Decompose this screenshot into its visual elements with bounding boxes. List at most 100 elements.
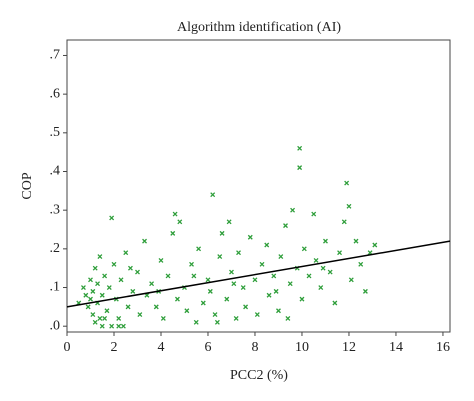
data-point [106, 285, 112, 290]
plot-frame [66, 39, 451, 333]
data-point [127, 265, 133, 271]
data-point [243, 304, 249, 310]
x-tick-label: 12 [342, 340, 356, 355]
data-point [341, 219, 347, 225]
data-point [83, 292, 89, 298]
data-point [285, 316, 291, 321]
data-point [348, 277, 354, 283]
x-axis-label: PCC2 (%) [230, 368, 288, 383]
y-tick-label: .3 [50, 202, 61, 217]
data-point [80, 285, 86, 290]
data-point [158, 257, 164, 263]
data-point [95, 281, 101, 287]
data-point [353, 238, 359, 244]
data-point [214, 319, 220, 325]
x-tick-label: 4 [157, 340, 164, 355]
x-tick-label: 6 [204, 340, 211, 355]
data-point [226, 219, 232, 225]
data-point [271, 273, 277, 279]
data-point [252, 277, 258, 283]
data-point [109, 323, 115, 329]
data-point [102, 316, 108, 321]
data-point [346, 203, 352, 209]
data-point [323, 238, 328, 244]
data-point [299, 296, 305, 302]
data-point [278, 254, 284, 260]
data-point [301, 246, 307, 252]
data-point [88, 296, 93, 302]
data-point [177, 219, 183, 225]
data-point [259, 261, 265, 267]
data-point [99, 292, 105, 298]
data-point [297, 145, 303, 151]
data-point [264, 242, 270, 248]
data-point [99, 323, 105, 329]
data-point [266, 292, 272, 298]
data-point [344, 180, 350, 186]
data-point [327, 269, 333, 275]
data-point [196, 246, 202, 252]
data-point [306, 273, 312, 279]
data-point [283, 223, 288, 229]
data-point [297, 165, 303, 171]
data-point [273, 288, 279, 294]
data-point [123, 250, 129, 256]
data-point [85, 304, 91, 310]
data-point [320, 265, 326, 271]
data-point [193, 319, 199, 325]
data-point [174, 296, 180, 302]
data-point [111, 261, 117, 267]
x-tick-label: 16 [436, 340, 450, 355]
data-point [125, 304, 131, 310]
data-point [92, 265, 98, 271]
data-point [372, 242, 378, 248]
data-point [137, 312, 143, 318]
data-point [207, 288, 213, 294]
y-tick-label: .5 [50, 125, 61, 140]
data-point [104, 308, 110, 314]
x-tick-label: 10 [295, 340, 309, 355]
chart-title: Algorithm identification (AI) [177, 20, 341, 35]
data-point [130, 288, 136, 294]
data-point [189, 261, 194, 267]
data-point [102, 273, 108, 279]
data-point [118, 277, 124, 283]
data-point [210, 192, 216, 198]
data-point [318, 285, 324, 290]
data-point [116, 323, 122, 329]
data-point [290, 207, 296, 213]
data-point [205, 277, 211, 283]
data-point [212, 312, 218, 318]
data-point [165, 273, 171, 279]
data-point [90, 312, 96, 318]
fit-line [66, 240, 451, 308]
data-point [358, 261, 364, 267]
data-point [88, 277, 93, 283]
data-point [311, 211, 317, 217]
data-point [97, 254, 103, 260]
x-tick-label: 14 [389, 340, 403, 355]
data-point [160, 316, 166, 321]
x-tick-label: 8 [251, 340, 258, 355]
data-point [109, 215, 115, 221]
data-point [337, 250, 343, 256]
data-point [247, 234, 253, 240]
data-point [170, 230, 176, 236]
data-point [233, 316, 239, 321]
data-point [217, 254, 223, 260]
data-point [254, 312, 260, 318]
data-point [231, 281, 237, 287]
data-point [200, 300, 206, 306]
data-point [92, 319, 98, 325]
data-point [229, 269, 234, 275]
data-point [172, 211, 178, 217]
data-point [153, 304, 159, 310]
data-point [135, 269, 140, 275]
data-point [116, 316, 122, 321]
y-tick-label: .2 [50, 241, 61, 256]
data-point [313, 257, 319, 263]
data-point [362, 288, 368, 294]
data-point [332, 300, 338, 306]
data-point [149, 281, 155, 287]
